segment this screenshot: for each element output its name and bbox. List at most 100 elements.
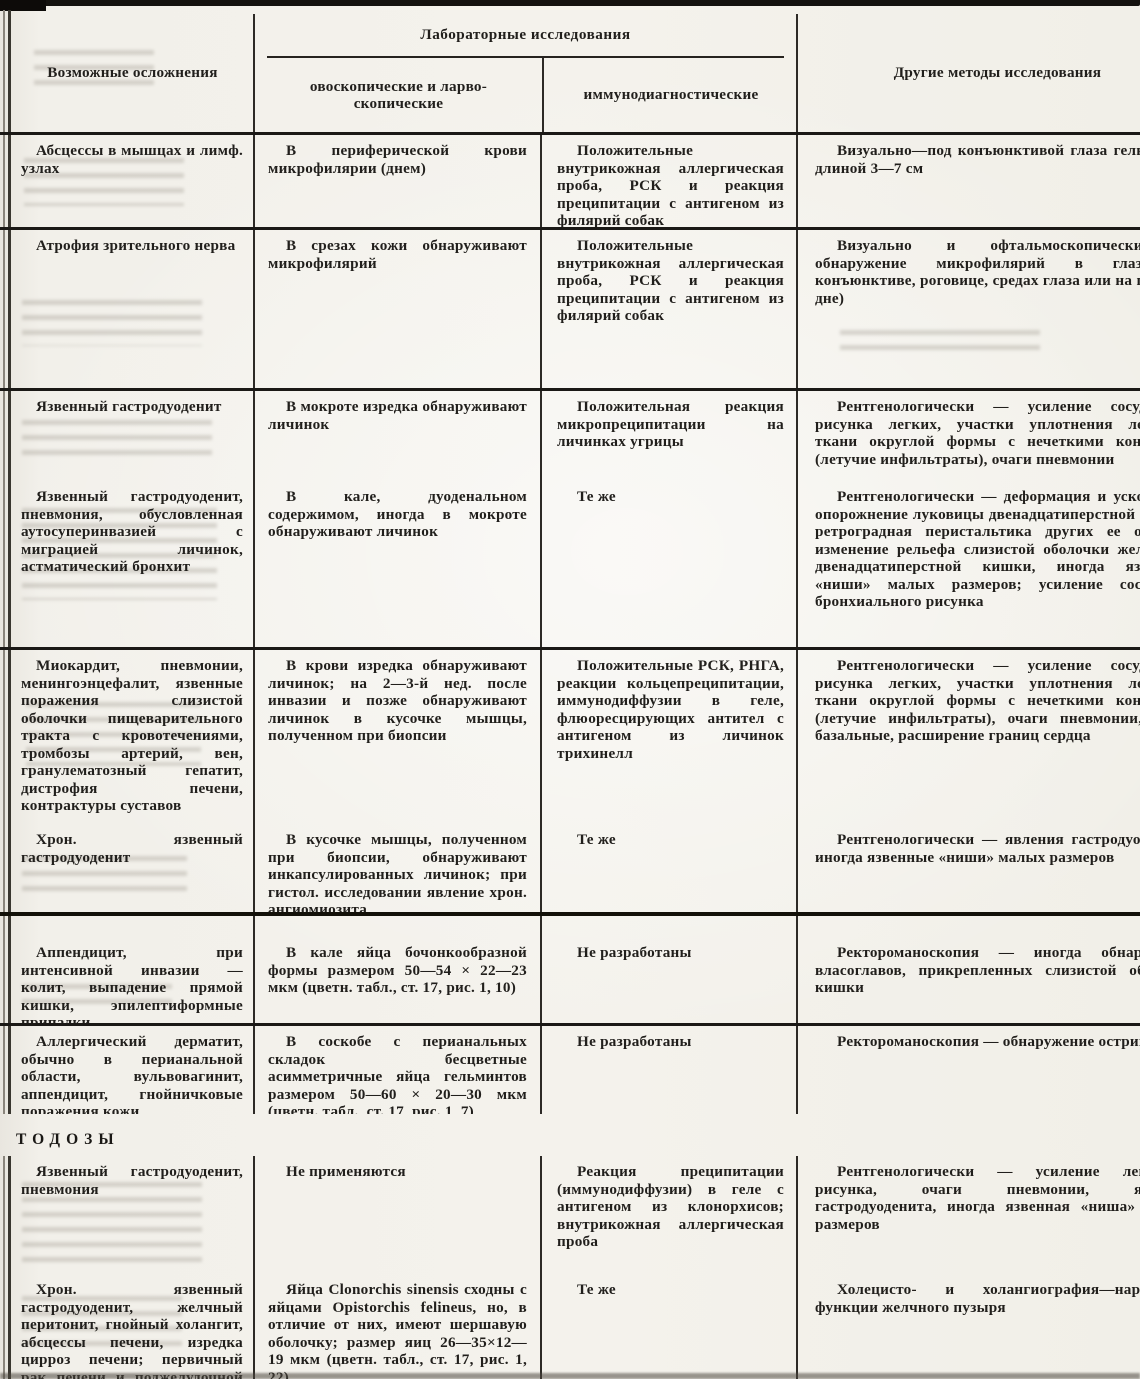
complications-cell: Хрон. язвенный гастродуоденит, желчный п… <box>12 1274 253 1379</box>
table-left-border-outer <box>3 10 5 1114</box>
other-methods-cell: Визуально и офтальмоскопически — обнаруж… <box>796 230 1140 388</box>
complications-text: Аппендицит, при интенсивной инвазии — ко… <box>21 944 243 1023</box>
table-row: Абсцессы в мышцах и лимф. узлах В перифе… <box>12 135 1140 227</box>
immuno-cell: Те же <box>540 824 796 912</box>
complications-text: Язвенный гастродуоденит, пневмония, обус… <box>21 488 243 575</box>
other-methods-cell: Рентгенологически — явления гастродуоден… <box>796 824 1140 912</box>
ovoscopy-text: В кусочке мышцы, полученном при биопсии,… <box>268 831 527 912</box>
immuno-cell: Те же <box>540 481 796 647</box>
header-lab-subcolumns: овоскопические и ларво- скопические имму… <box>255 58 796 132</box>
other-methods-text: Ректороманоскопия — иногда обнаружение в… <box>815 944 1140 996</box>
ovoscopy-text: В крови изредка обнаруживают личинок; на… <box>268 657 527 744</box>
ovoscopy-cell: В срезах кожи обнаруживают микрофилярий <box>253 230 540 388</box>
immuno-text: Положительные РСК, РНГА, реакции кольцеп… <box>557 657 784 762</box>
complications-text: Язвенный гастродуоденит, пневмония <box>21 1163 243 1198</box>
complications-cell: Язвенный гастродуоденит, пневмония, обус… <box>12 481 253 647</box>
immuno-text: Те же <box>577 831 616 848</box>
complications-text: Хрон. язвенный гастродуоденит, желчный п… <box>21 1281 243 1379</box>
complications-cell: Язвенный гастродуоденит, пневмония <box>12 1156 253 1274</box>
header-other-methods-label: Другие методы исследования <box>893 64 1102 82</box>
complications-text: Хрон. язвенный гастродуоденит <box>21 831 243 866</box>
table-row: Аппендицит, при интенсивной инвазии — ко… <box>12 916 1140 1023</box>
table-row: Миокардит, пневмонии, менингоэнцефалит, … <box>12 650 1140 824</box>
ovoscopy-cell: В кале яйца бочонкообразной формы размер… <box>253 916 540 1023</box>
immuno-cell: Положительные РСК, РНГА, реакции кольцеп… <box>540 650 796 824</box>
complications-cell: Хрон. язвенный гастродуоденит <box>12 824 253 912</box>
ovoscopy-text: В срезах кожи обнаруживают микрофилярий <box>268 237 527 272</box>
complications-cell: Атрофия зрительного нерва <box>12 230 253 388</box>
table-left-border-inner <box>8 1156 11 1379</box>
immuno-text: Положительные внутрикожная аллергическая… <box>557 142 784 227</box>
ovoscopy-cell: В соскобе с перианальных складок бесцвет… <box>253 1026 540 1114</box>
immuno-cell: Положительная реакция микропреципитации … <box>540 391 796 481</box>
other-methods-cell: Ректороманоскопия — иногда обнаружение в… <box>796 916 1140 1023</box>
complications-text: Абсцессы в мышцах и лимф. узлах <box>21 142 243 177</box>
immuno-cell: Реакция преципитации (иммунодиффузии) в … <box>540 1156 796 1274</box>
section-divider <box>0 1023 1140 1026</box>
header-other-methods: Другие методы исследования <box>796 14 1140 132</box>
immuno-text: Реакция преципитации (иммунодиффузии) в … <box>557 1163 784 1250</box>
section-divider <box>0 647 1140 650</box>
diagnostics-table-continued: Язвенный гастродуоденит, пневмония Не пр… <box>12 1156 1140 1379</box>
header-lab-group: Лабораторные исследования овоскопические… <box>253 14 796 132</box>
header-group-underline <box>267 56 784 58</box>
header-immuno-label: иммунодиагностические <box>542 58 798 132</box>
immuno-cell: Положительные внутрикожная аллергическая… <box>540 230 796 388</box>
other-methods-text: Визуально и офтальмоскопически — обнаруж… <box>815 237 1140 307</box>
immuno-text: Те же <box>577 488 616 505</box>
header-lab-group-title: Лабораторные исследования <box>420 26 631 44</box>
table-row: Язвенный гастродуоденит, пневмония, обус… <box>12 481 1140 647</box>
table-header: Возможные осложнения Лабораторные исслед… <box>12 14 1140 132</box>
complications-cell: Аллергический дерматит, обычно в периана… <box>12 1026 253 1114</box>
ovoscopy-text: В мокроте изредка обнаруживают личинок <box>268 398 527 433</box>
immuno-cell: Те же <box>540 1274 796 1379</box>
complications-cell: Язвенный гастродуоденит <box>12 391 253 481</box>
other-methods-cell: Рентгенологически — усиление сосудистого… <box>796 650 1140 824</box>
immuno-cell: Не разработаны <box>540 1026 796 1114</box>
header-complications-label: Возможные осложнения <box>47 64 218 82</box>
complications-text: Миокардит, пневмонии, менингоэнцефалит, … <box>21 657 243 814</box>
header-ovoscopy-label: овоскопические и ларво- скопические <box>309 77 488 113</box>
ovoscopy-text: В периферической крови микрофилярии (дне… <box>268 142 527 177</box>
header-complications: Возможные осложнения <box>12 14 253 132</box>
other-methods-text: Рентгенологически — деформация и ускорен… <box>815 488 1140 610</box>
immuno-text: Положительные внутрикожная аллергическая… <box>557 237 784 324</box>
table-row: Язвенный гастродуоденит В мокроте изредк… <box>12 391 1140 481</box>
complications-text: Язвенный гастродуоденит <box>36 398 222 415</box>
immuno-text: Те же <box>577 1281 616 1298</box>
complications-cell: Абсцессы в мышцах и лимф. узлах <box>12 135 253 227</box>
immuno-text: Положительная реакция микропреципитации … <box>557 398 784 450</box>
table-row: Хрон. язвенный гастродуоденит В кусочке … <box>12 824 1140 912</box>
ovoscopy-cell: В мокроте изредка обнаруживают личинок <box>253 391 540 481</box>
section-divider <box>0 227 1140 230</box>
complications-text: Атрофия зрительного нерва <box>36 237 236 254</box>
table-row: Язвенный гастродуоденит, пневмония Не пр… <box>12 1156 1140 1274</box>
ovoscopy-text: Не применяются <box>286 1163 406 1180</box>
other-methods-text: Рентгенологически — усиление сосудистого… <box>815 657 1140 744</box>
section-heading: ТОДОЗЫ <box>16 1131 120 1149</box>
table-left-border-outer <box>3 1156 5 1379</box>
other-methods-cell: Рентгенологически — деформация и ускорен… <box>796 481 1140 647</box>
other-methods-cell: Визуально—под конъюнктивой глаза гельмин… <box>796 135 1140 227</box>
table-row: Атрофия зрительного нерва В срезах кожи … <box>12 230 1140 388</box>
ovoscopy-cell: В кусочке мышцы, полученном при биопсии,… <box>253 824 540 912</box>
other-methods-cell: Рентгенологически — усиление легочного р… <box>796 1156 1140 1274</box>
immuno-text: Не разработаны <box>577 944 692 961</box>
ovoscopy-text: В кале, дуоденальном содержимом, иногда … <box>268 488 527 540</box>
ovoscopy-cell: Яйца Clonorchis sinensis сходны с яйцами… <box>253 1274 540 1379</box>
diagnostics-table: Возможные осложнения Лабораторные исслед… <box>0 14 1140 1114</box>
other-methods-text: Рентгенологически — явления гастродуоден… <box>815 831 1140 866</box>
section-divider <box>0 388 1140 391</box>
ovoscopy-cell: В кале, дуоденальном содержимом, иногда … <box>253 481 540 647</box>
other-methods-text: Рентгенологически — усиление сосудистого… <box>815 398 1140 468</box>
page-edge-artifact-top <box>0 0 1140 11</box>
page-edge-artifact-bottom <box>0 1373 1140 1379</box>
ovoscopy-text: В соскобе с перианальных складок бесцвет… <box>268 1033 527 1114</box>
ovoscopy-cell: Не применяются <box>253 1156 540 1274</box>
section-divider-heavy <box>0 912 1140 916</box>
ovoscopy-cell: В периферической крови микрофилярии (дне… <box>253 135 540 227</box>
other-methods-text: Ректороманоскопия — обнаружение остриц <box>837 1033 1140 1050</box>
other-methods-text: Визуально—под конъюнктивой глаза гельмин… <box>815 142 1140 177</box>
other-methods-text: Холецисто- и холангиография—нарушение фу… <box>815 1281 1140 1316</box>
